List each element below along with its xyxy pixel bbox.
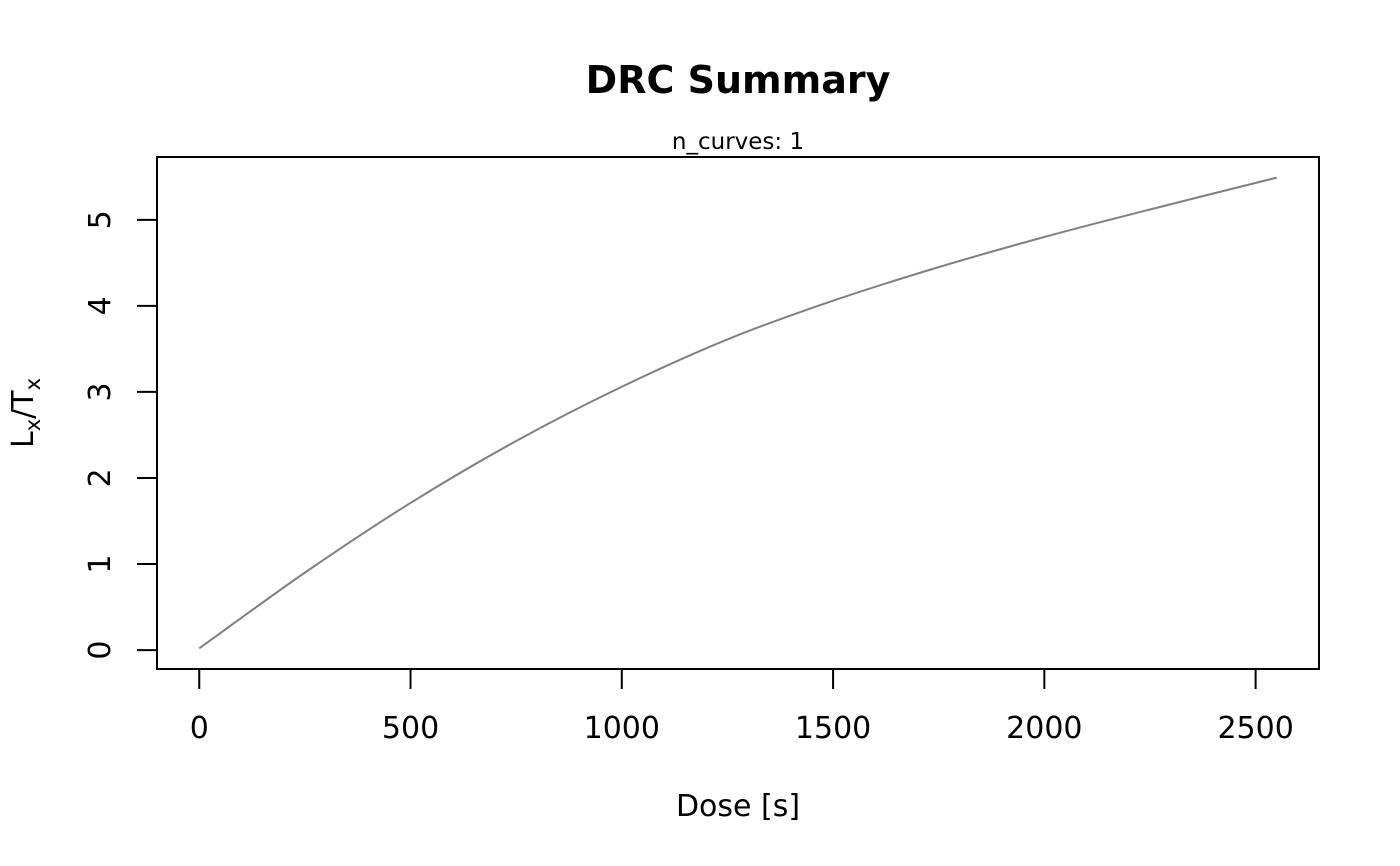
y-axis: 0 1 2 3 4 5 — [83, 210, 158, 660]
y-tick-label: 4 — [83, 296, 118, 315]
y-axis-label: Lx/Tx — [6, 378, 45, 448]
x-axis: 0 500 1000 1500 2000 2500 — [190, 668, 1294, 746]
x-tick-label: 500 — [382, 711, 439, 746]
x-tick-label: 2500 — [1217, 711, 1293, 746]
series-line — [198, 176, 1277, 650]
x-tick-label: 2000 — [1006, 711, 1082, 746]
y-tick-label: 0 — [83, 641, 118, 660]
x-tick-label: 0 — [190, 711, 209, 746]
x-tick-label: 1500 — [795, 711, 871, 746]
y-tick-label: 3 — [83, 382, 118, 401]
y-tick-label: 1 — [83, 554, 118, 573]
chart-subtitle: n_curves: 1 — [672, 129, 804, 155]
series-layer — [198, 176, 1277, 650]
y-tick-label: 5 — [83, 210, 118, 229]
x-tick-label: 1000 — [584, 711, 660, 746]
chart-title: DRC Summary — [586, 58, 891, 102]
y-tick-label: 2 — [83, 468, 118, 487]
x-axis-label: Dose [s] — [676, 789, 800, 824]
plot-frame — [156, 156, 1320, 670]
